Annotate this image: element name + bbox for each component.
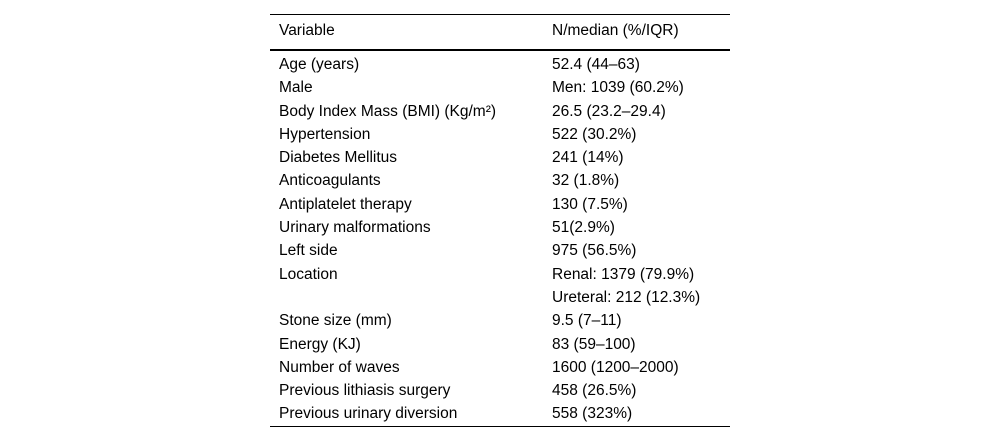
variable-cell: Anticoagulants — [279, 172, 381, 190]
table-header: Variable N/median (%/IQR) — [270, 14, 730, 51]
header-row: Variable N/median (%/IQR) — [270, 14, 730, 51]
table-row: Stone size (mm) 9.5 (7–11) — [270, 309, 730, 332]
variable-cell: Diabetes Mellitus — [279, 149, 398, 167]
column-header-n-median: N/median (%/IQR) — [543, 14, 730, 51]
table-row: Diabetes Mellitus 241 (14%) — [270, 146, 730, 169]
table-row: Energy (KJ) 83 (59–100) — [270, 333, 730, 356]
table-body: Age (years) 52.4 (44–63) Male Men: 1039 (60… — [270, 50, 730, 426]
variable-cell: Urinary malformations — [279, 219, 431, 237]
value-cell: 241 (14%) — [552, 149, 624, 167]
variable-cell: Location — [279, 265, 338, 283]
table-row: Anticoagulants 32 (1.8%) — [270, 169, 730, 192]
value-cell: 975 (56.5%) — [552, 242, 637, 260]
table-row: Antiplatelet therapy 130 (7.5%) — [270, 193, 730, 216]
summary-table: Variable N/median (%/IQR) Age (years) 52.… — [270, 14, 730, 427]
value-cell: Ureteral: 212 (12.3%) — [552, 288, 701, 306]
value-cell: 52.4 (44–63) — [552, 56, 640, 73]
variable-cell: Stone size (mm) — [279, 312, 392, 330]
value-cell: Renal: 1379 (79.9%) — [552, 265, 695, 283]
variable-cell: Previous urinary diversion — [279, 405, 458, 423]
table-row: Male Men: 1039 (60.2%) — [270, 76, 730, 99]
table-row: Previous lithiasis surgery 458 (26.5%) — [270, 379, 730, 402]
variable-cell: Age (years) — [279, 56, 360, 73]
column-header-variable: Variable — [270, 14, 543, 51]
variable-cell: Male — [279, 79, 313, 97]
variable-cell: Number of waves — [279, 358, 400, 376]
value-cell: Men: 1039 (60.2%) — [552, 79, 684, 97]
value-cell: 130 (7.5%) — [552, 195, 628, 213]
table-row: Number of waves 1600 (1200–2000) — [270, 356, 730, 379]
value-cell: 1600 (1200–2000) — [552, 358, 679, 376]
variable-cell: Antiplatelet therapy — [279, 195, 412, 213]
table-row: Age (years) 52.4 (44–63) — [270, 50, 730, 76]
value-cell: 83 (59–100) — [552, 335, 636, 353]
table-row: Ureteral: 212 (12.3%) — [270, 286, 730, 309]
value-cell: 558 (323%) — [552, 405, 633, 423]
table-row: Previous urinary diversion 558 (323%) — [270, 402, 730, 426]
value-cell: 458 (26.5%) — [552, 382, 637, 400]
table-row: Location Renal: 1379 (79.9%) — [270, 263, 730, 286]
table-row: Body Index Mass (BMI) (Kg/m²) 26.5 (23.2–… — [270, 100, 730, 123]
variable-cell: Hypertension — [279, 125, 371, 143]
table-row: Left side 975 (56.5%) — [270, 239, 730, 262]
table-row: Hypertension 522 (30.2%) — [270, 123, 730, 146]
variable-cell — [270, 286, 543, 309]
value-cell: 26.5 (23.2–29.4) — [552, 102, 666, 120]
summary-table-container: Variable N/median (%/IQR) Age (years) 52.… — [270, 14, 730, 427]
value-cell: 51(2.9%) — [552, 219, 615, 237]
variable-cell: Left side — [279, 242, 338, 260]
table-row: Urinary malformations 51(2.9%) — [270, 216, 730, 239]
value-cell: 522 (30.2%) — [552, 125, 637, 143]
value-cell: 32 (1.8%) — [552, 172, 620, 190]
variable-cell: Previous lithiasis surgery — [279, 382, 451, 400]
variable-cell: Body Index Mass (BMI) (Kg/m²) — [279, 102, 497, 120]
value-cell: 9.5 (7–11) — [552, 312, 622, 330]
variable-cell: Energy (KJ) — [279, 335, 361, 353]
